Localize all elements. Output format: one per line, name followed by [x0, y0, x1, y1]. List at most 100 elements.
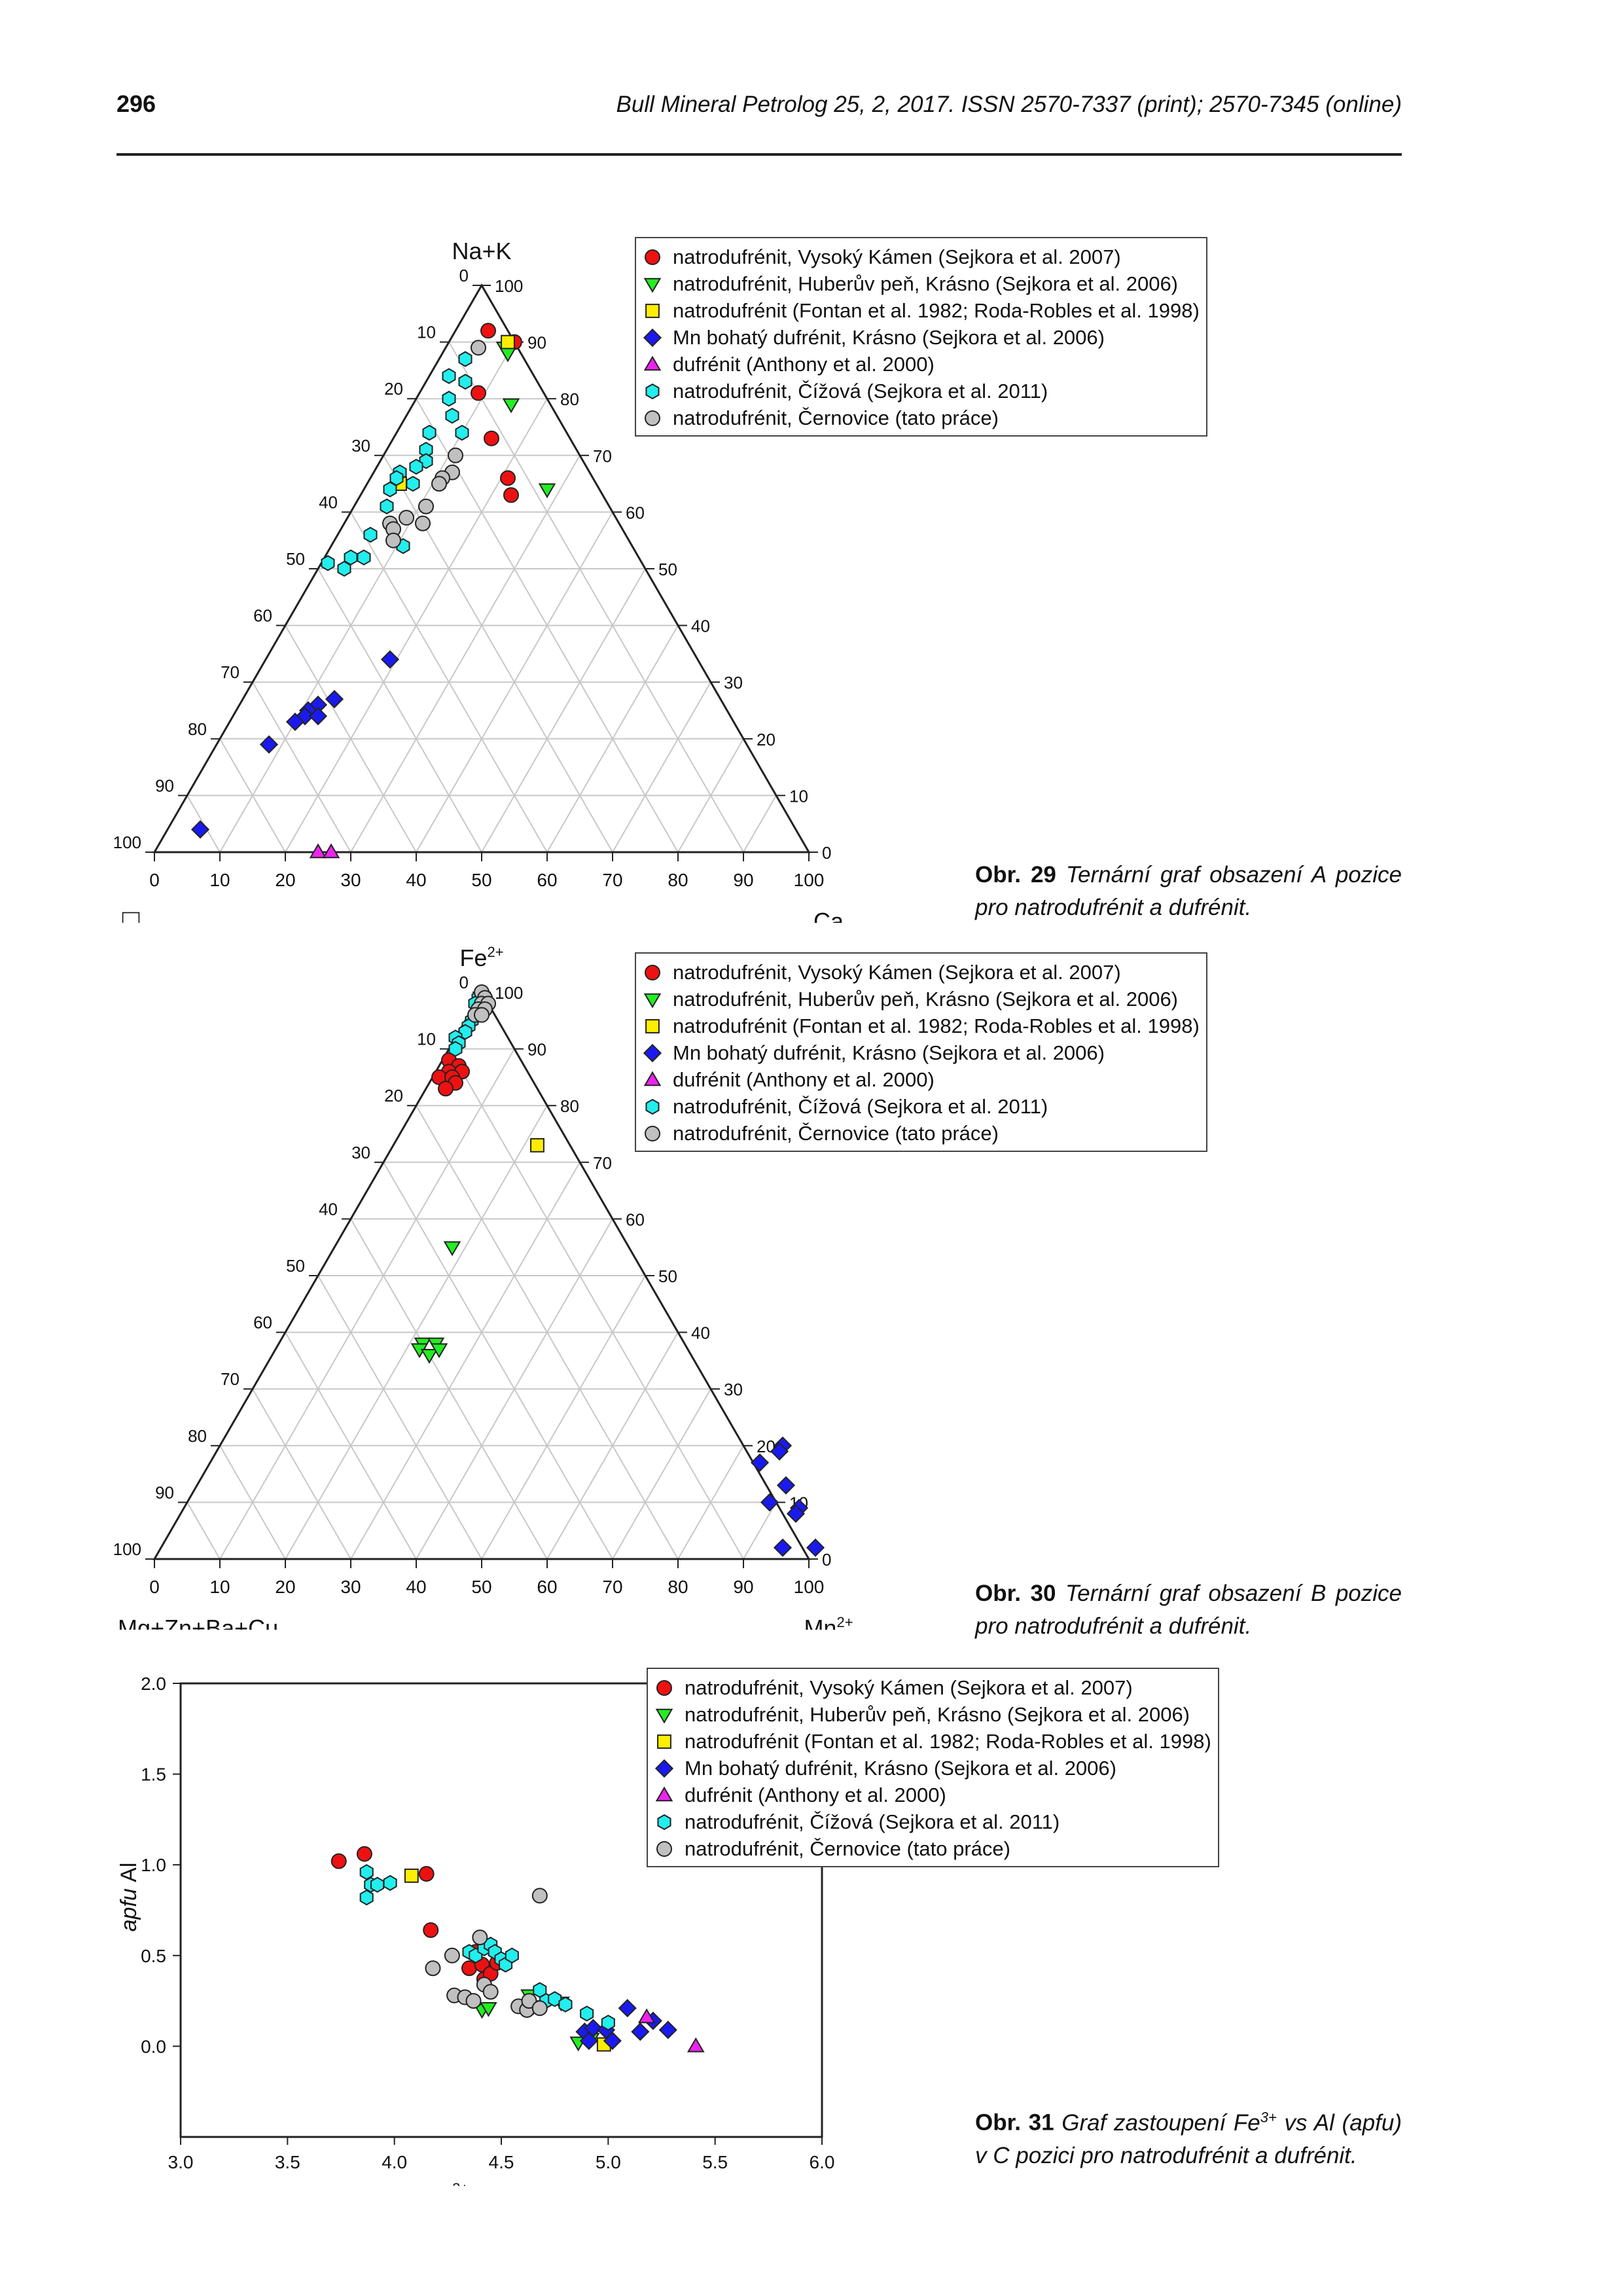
legend-swatch	[656, 1679, 672, 1696]
data-series	[425, 1888, 548, 2018]
data-point	[760, 1493, 779, 1512]
grid-line	[677, 738, 744, 853]
data-point	[505, 1947, 519, 1964]
tick-label: 50	[286, 549, 305, 569]
tick-label: 20	[384, 379, 403, 399]
legend-label: natrodufrénit (Fontan et al. 1982; Roda-…	[673, 1014, 1200, 1037]
legend-entry: natrodufrénit, Vysoký Kámen (Sejkora et …	[654, 1674, 1211, 1701]
data-series	[575, 1999, 677, 2051]
data-point	[190, 820, 210, 839]
tick-label: 20	[275, 870, 295, 890]
data-point	[770, 1442, 789, 1461]
data-point	[643, 328, 662, 347]
data-point	[645, 410, 660, 426]
data-point	[380, 650, 400, 669]
data-point	[321, 555, 335, 571]
legend-label: natrodufrénit, Vysoký Kámen (Sejkora et …	[673, 245, 1121, 268]
y-tick-label: 1.0	[141, 1855, 166, 1875]
tick-label: 0	[459, 266, 469, 285]
tick-label: 0	[149, 1577, 160, 1597]
tick-label: 10	[789, 786, 808, 806]
data-point	[445, 408, 459, 424]
legend-swatch	[643, 1043, 662, 1062]
x-tick-label: 5.5	[702, 2152, 728, 2172]
data-series	[190, 650, 400, 839]
apex-label-left: □	[122, 904, 140, 923]
data-point	[655, 1785, 673, 1801]
tick-label: 90	[733, 870, 753, 890]
caption-text: Graf zastoupení Fe	[1061, 2109, 1260, 2136]
data-point	[643, 1070, 662, 1086]
legend-entry: natrodufrénit, Černovice (tato práce)	[654, 1835, 1211, 1862]
legend-swatch	[654, 1759, 674, 1778]
data-point	[356, 1846, 372, 1862]
data-point	[480, 323, 496, 339]
tick-label: 60	[537, 1577, 557, 1597]
data-point	[645, 1018, 660, 1033]
tick-label: 10	[417, 1030, 436, 1049]
data-point	[337, 560, 351, 577]
data-point	[502, 398, 520, 414]
data-point	[455, 425, 469, 441]
data-point	[474, 1007, 490, 1023]
data-point	[465, 1993, 482, 2009]
legend-label: Mn bohatý dufrénit, Krásno (Sejkora et a…	[685, 1756, 1116, 1780]
scatter-chart-fe-vs-al: 3.0 3.5 4.0 4.5 5.0 5.5 6.0 0.0 0.5 1.0 1.5 2.0 apfu…	[116, 1674, 834, 2186]
data-series	[530, 1138, 544, 1153]
x-tick-label: 5.0	[596, 2152, 621, 2172]
data-point	[687, 2037, 705, 2053]
x-tick-label: 4.0	[382, 2152, 407, 2172]
tick-label: 50	[471, 870, 491, 890]
apex-label-left: Mg+Zn+Ba+Cu	[118, 1615, 278, 1630]
data-series	[471, 323, 522, 503]
data-point	[631, 2022, 650, 2041]
tick-label: 30	[351, 436, 370, 456]
legend-swatch	[657, 1734, 671, 1749]
legend-entry: natrodufrénit, Huberův peň, Krásno (Sejk…	[654, 1701, 1211, 1728]
data-point	[285, 712, 305, 731]
grid-line	[317, 1275, 482, 1560]
data-point	[655, 1708, 673, 1724]
data-point	[404, 1868, 419, 1883]
legend-entry: natrodufrénit, Huberův peň, Krásno (Sejk…	[643, 270, 1200, 297]
apex-label-top: Fe2+	[459, 944, 503, 971]
legend-entry: dufrénit (Anthony et al. 2000)	[654, 1782, 1211, 1808]
tick-label: 20	[384, 1086, 403, 1105]
legend-entry: natrodufrénit (Fontan et al. 1982; Roda-…	[654, 1728, 1211, 1755]
legend-entry: dufrénit (Anthony et al. 2000)	[643, 351, 1200, 378]
tick-label: 100	[794, 1577, 825, 1597]
data-point	[618, 1999, 637, 2018]
grid-line	[448, 1049, 744, 1560]
tick-label: 50	[658, 1266, 677, 1286]
tick-label: 0	[822, 843, 831, 863]
legend-label: dufrénit (Anthony et al. 2000)	[673, 1067, 935, 1091]
apex-sup: 2+	[836, 1614, 853, 1630]
data-point	[658, 2020, 677, 2039]
data-point	[471, 340, 486, 356]
data-point	[750, 1453, 770, 1472]
apex-sup: 2+	[487, 944, 503, 960]
grid-line	[383, 455, 613, 853]
grid-line	[350, 455, 580, 853]
data-point	[295, 707, 315, 726]
tick-label: 50	[286, 1256, 305, 1276]
x-axis-label: apfu Fe3+	[377, 2180, 469, 2186]
legend-label: dufrénit (Anthony et al. 2000)	[685, 1783, 946, 1806]
legend-entry: natrodufrénit, Černovice (tato práce)	[643, 404, 1200, 431]
tick-label: 90	[155, 776, 174, 795]
caption-sup: 3+	[1260, 2109, 1277, 2125]
data-series	[382, 340, 486, 548]
grid-line	[219, 342, 515, 853]
data-series	[359, 1864, 615, 2031]
legend-label: natrodufrénit, Čížová (Sejkora et al. 20…	[685, 1810, 1060, 1833]
data-point	[501, 334, 515, 350]
grid-line	[612, 681, 711, 853]
journal-header: Bull Mineral Petrolog 25, 2, 2017. ISSN …	[616, 92, 1402, 117]
tick-label: 60	[253, 1313, 272, 1333]
data-point	[531, 1888, 548, 1904]
data-point	[472, 1929, 488, 1946]
data-point	[645, 383, 660, 399]
tick-label: 30	[340, 1577, 361, 1597]
apex-label-top: Na+K	[452, 238, 511, 264]
data-point	[538, 483, 556, 499]
